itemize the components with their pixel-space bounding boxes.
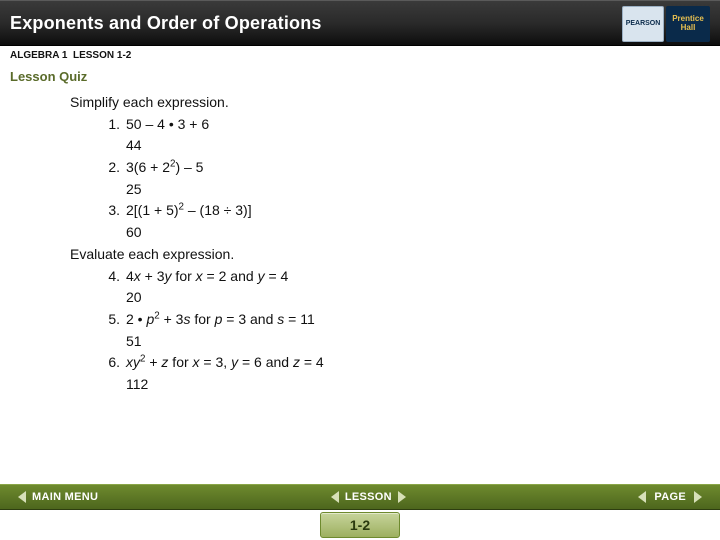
expression: 2[(1 + 5)2 – (18 ÷ 3)]	[126, 200, 252, 222]
quiz-item: 4. 4x + 3y for x = 2 and y = 4	[98, 266, 720, 288]
answer: 60	[126, 222, 720, 244]
quiz-content: Simplify each expression. 1. 50 – 4 • 3 …	[0, 92, 720, 396]
answer: 51	[126, 331, 720, 353]
quiz-item: 5. 2 • p2 + 3s for p = 3 and s = 11	[98, 309, 720, 331]
section-heading-evaluate: Evaluate each expression.	[70, 244, 720, 266]
footer-nav: MAIN MENU LESSON PAGE	[0, 484, 720, 510]
quiz-item: 6. xy2 + z for x = 3, y = 6 and z = 4	[98, 352, 720, 374]
answer: 20	[126, 287, 720, 309]
arrow-right-icon	[398, 491, 406, 503]
answer: 44	[126, 135, 720, 157]
arrow-left-icon	[18, 491, 26, 503]
prentice-hall-logo: Prentice Hall	[666, 6, 710, 42]
expression: xy2 + z for x = 3, y = 6 and z = 4	[126, 352, 324, 374]
arrow-left-icon	[331, 491, 339, 503]
course-lesson-label: ALGEBRA 1 LESSON 1-2	[0, 46, 720, 63]
page-nav[interactable]: PAGE	[638, 491, 702, 503]
pearson-logo: PEARSON	[622, 6, 664, 42]
main-menu-button[interactable]: MAIN MENU	[18, 491, 98, 503]
publisher-logo: PEARSON Prentice Hall	[622, 6, 712, 42]
quiz-item: 1. 50 – 4 • 3 + 6	[98, 114, 720, 136]
lesson-quiz-label: Lesson Quiz	[0, 63, 720, 92]
page-title: Exponents and Order of Operations	[10, 13, 322, 34]
expression: 2 • p2 + 3s for p = 3 and s = 11	[126, 309, 315, 331]
arrow-right-icon	[694, 491, 702, 503]
quiz-item: 2. 3(6 + 22) – 5	[98, 157, 720, 179]
section-heading-simplify: Simplify each expression.	[70, 92, 720, 114]
header-bar: Exponents and Order of Operations PEARSO…	[0, 0, 720, 46]
expression: 3(6 + 22) – 5	[126, 157, 203, 179]
expression: 4x + 3y for x = 2 and y = 4	[126, 266, 288, 288]
page-number-badge: 1-2	[320, 512, 400, 538]
expression: 50 – 4 • 3 + 6	[126, 114, 209, 136]
quiz-item: 3. 2[(1 + 5)2 – (18 ÷ 3)]	[98, 200, 720, 222]
lesson-nav[interactable]: LESSON	[331, 491, 406, 503]
answer: 25	[126, 179, 720, 201]
arrow-left-icon	[638, 491, 646, 503]
answer: 112	[126, 374, 720, 396]
